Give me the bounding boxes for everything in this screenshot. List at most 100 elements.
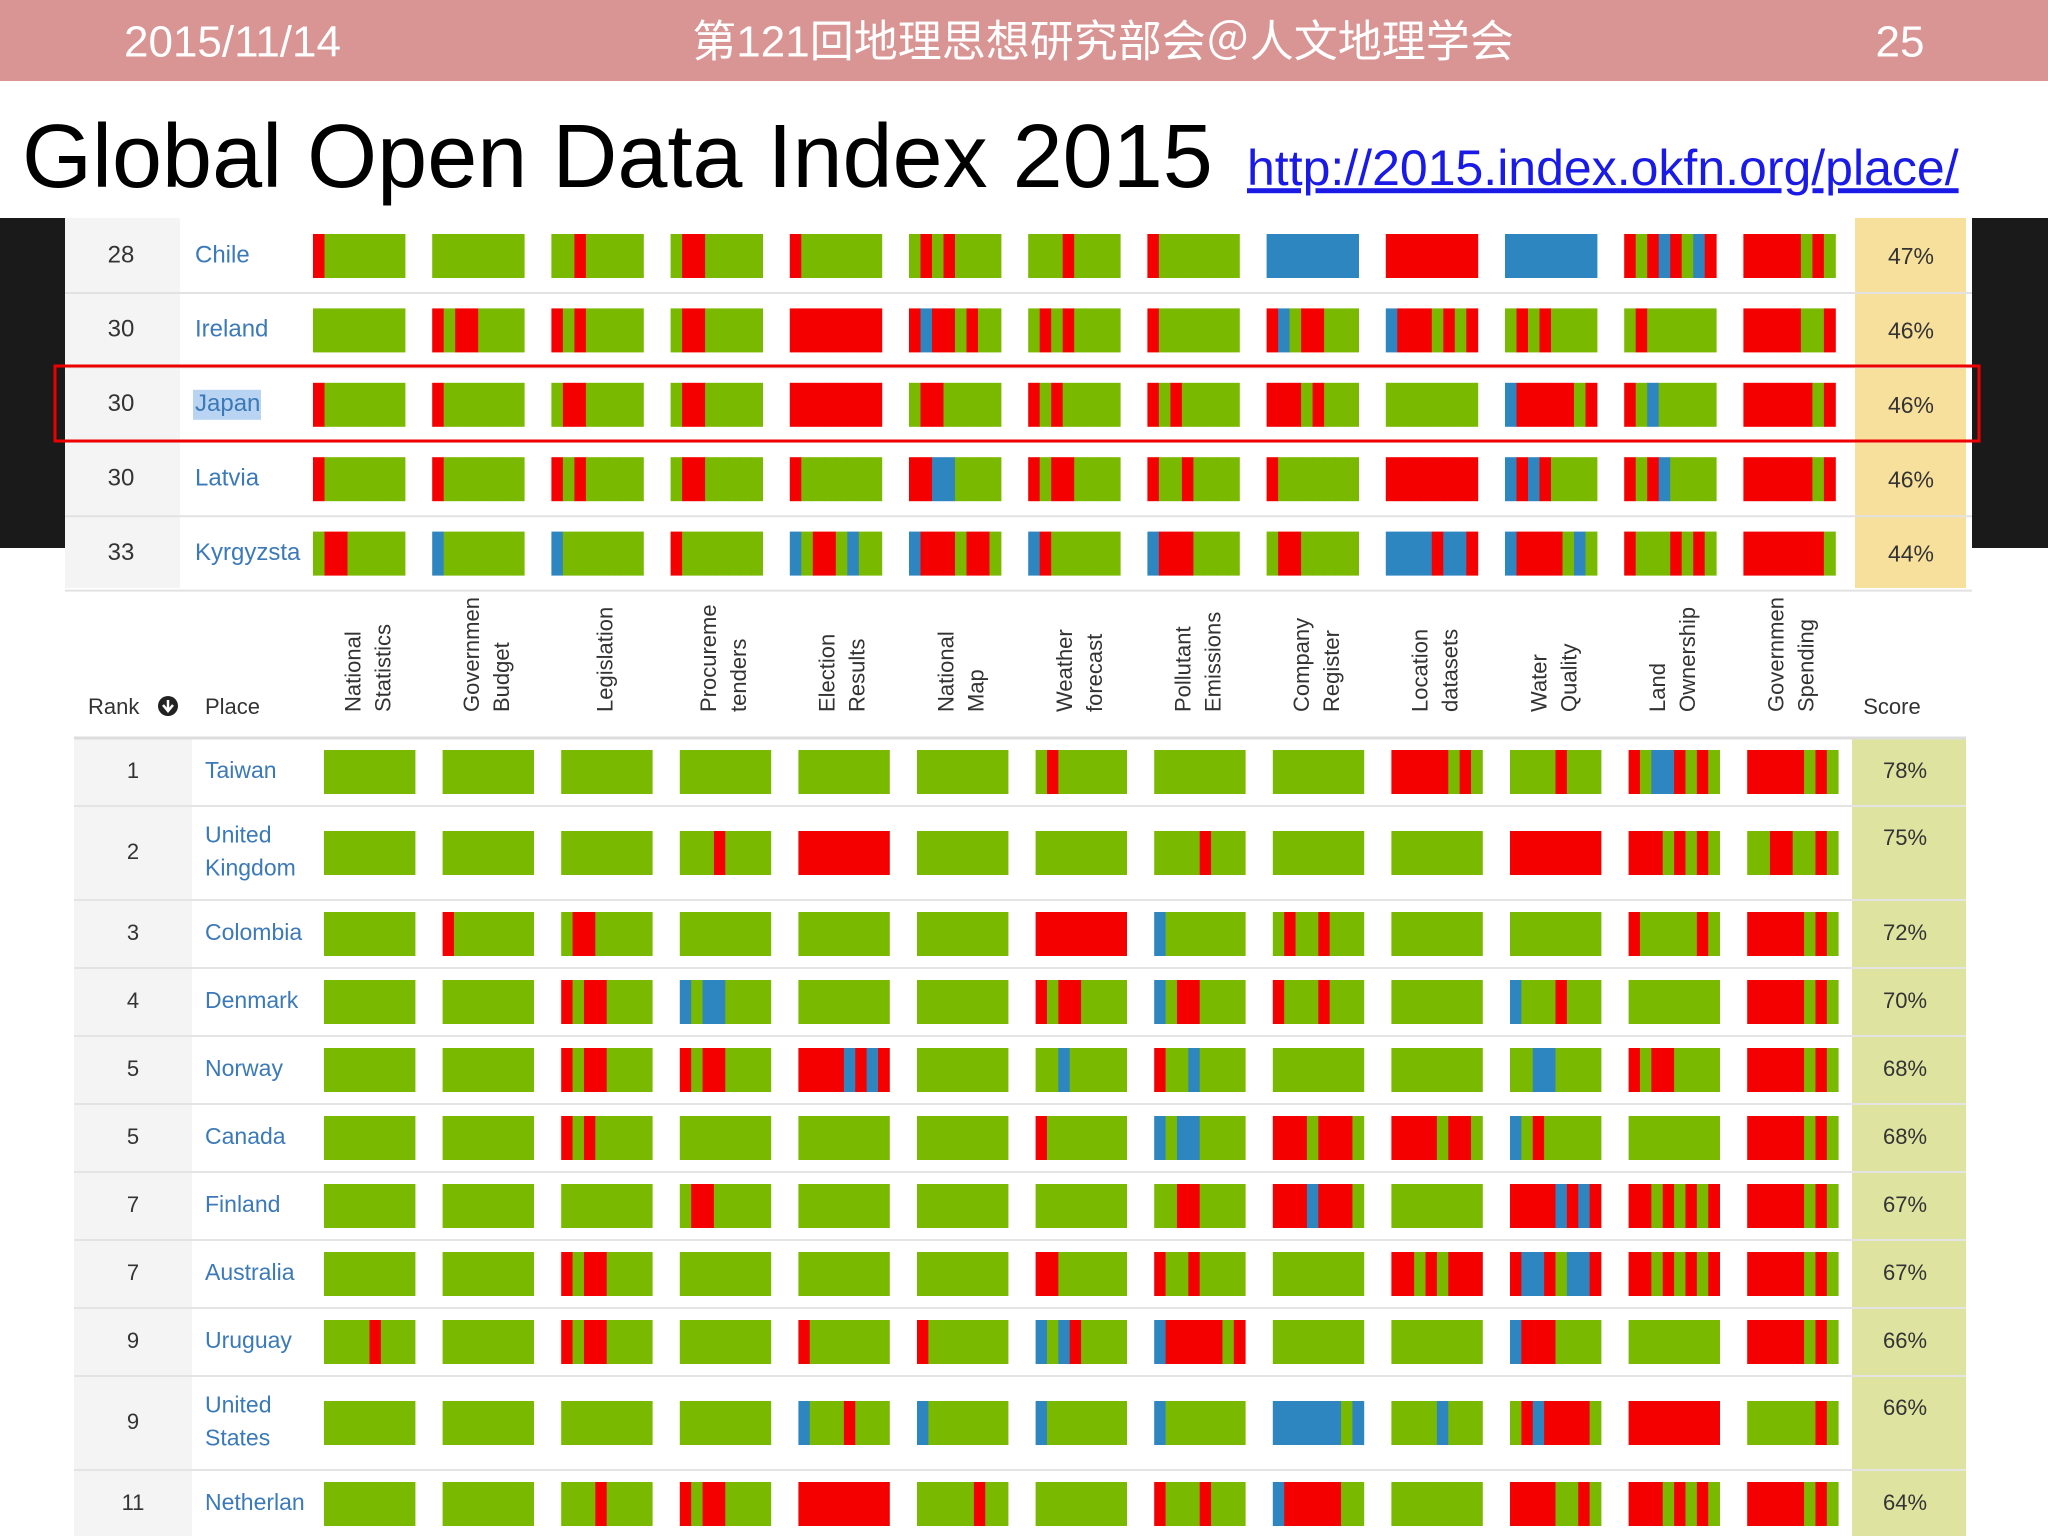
- cell-segment: [620, 457, 633, 502]
- cell-segment: [1454, 382, 1467, 427]
- cell-segment: [973, 980, 986, 1024]
- cell-segment: [798, 980, 811, 1024]
- cell-segment: [932, 382, 944, 427]
- column-header: Election: [815, 634, 840, 712]
- cell-segment: [1329, 1401, 1342, 1445]
- cell-segment: [465, 1116, 478, 1160]
- cell-segment: [1035, 1116, 1048, 1160]
- cell-segment: [313, 234, 325, 278]
- cell-segment: [1704, 531, 1717, 576]
- cell-segment: [1639, 980, 1652, 1024]
- cell-segment: [347, 308, 360, 353]
- cell-segment: [1781, 750, 1794, 794]
- cell-segment: [1521, 1116, 1534, 1160]
- cell-segment: [392, 912, 405, 956]
- cell-segment: [759, 1116, 772, 1160]
- cell-segment: [966, 308, 979, 353]
- cell-segment: [751, 531, 763, 576]
- cell-segment: [380, 750, 393, 794]
- cell-segment: [1781, 1320, 1794, 1364]
- cell-segment: [618, 1401, 630, 1445]
- cell-segment: [1635, 531, 1648, 576]
- cell-segment: [488, 912, 500, 956]
- cell-segment: [716, 308, 729, 353]
- cell-segment: [1566, 1184, 1579, 1228]
- cell-segment: [1792, 912, 1805, 956]
- cell-segment: [465, 831, 478, 875]
- cell-segment: [736, 1252, 749, 1296]
- cell-segment: [855, 1048, 868, 1092]
- cell-segment: [1284, 831, 1296, 875]
- cell-segment: [1154, 912, 1166, 956]
- cell-segment: [1674, 1482, 1686, 1526]
- cell-segment: [847, 531, 860, 576]
- cell-segment: [1199, 912, 1212, 956]
- cell-segment: [393, 531, 406, 576]
- cell-segment: [1425, 750, 1438, 794]
- cell-segment: [973, 1401, 986, 1445]
- cell-segment: [403, 750, 416, 794]
- cell-segment: [324, 980, 336, 1024]
- cell-segment: [1301, 457, 1313, 502]
- cell-segment: [606, 1482, 619, 1526]
- cell-segment: [962, 912, 975, 956]
- cell-segment: [1781, 1401, 1794, 1445]
- cell-segment: [1301, 382, 1313, 427]
- cell-segment: [928, 1116, 941, 1160]
- cell-segment: [1402, 980, 1415, 1024]
- cell-segment: [583, 750, 596, 794]
- cell-segment: [335, 1401, 348, 1445]
- cell-segment: [858, 234, 871, 278]
- cell-segment: [716, 457, 729, 502]
- cell-segment: [620, 531, 633, 576]
- cell-segment: [1589, 980, 1602, 1024]
- cell-segment: [789, 531, 802, 576]
- cell-segment: [1628, 1482, 1641, 1526]
- cell-segment: [640, 750, 653, 794]
- cell-segment: [476, 1482, 489, 1526]
- cell-segment: [1662, 1184, 1675, 1228]
- cell-segment: [1436, 912, 1449, 956]
- cell-segment: [909, 531, 921, 576]
- cell-segment: [499, 1116, 512, 1160]
- cell-segment: [1471, 912, 1483, 956]
- cell-segment: [1758, 980, 1771, 1024]
- cell-segment: [324, 831, 336, 875]
- url-link[interactable]: http://2015.index.okfn.org/place/: [1247, 140, 1959, 196]
- cell-segment: [1092, 912, 1105, 956]
- cell-segment: [1681, 457, 1694, 502]
- cell-segment: [917, 1482, 929, 1526]
- cell-segment: [702, 980, 715, 1024]
- cell-segment: [336, 308, 348, 353]
- cell-segment: [1471, 831, 1483, 875]
- cell-segment: [1414, 912, 1426, 956]
- cell-segment: [1704, 308, 1717, 353]
- cell-segment: [702, 1116, 715, 1160]
- cell-segment: [725, 1482, 738, 1526]
- cell-segment: [1781, 1184, 1794, 1228]
- cell-segment: [1708, 1401, 1720, 1445]
- cell-segment: [943, 308, 956, 353]
- cell-segment: [1544, 750, 1556, 794]
- cell-segment: [1815, 831, 1828, 875]
- cell-segment: [739, 531, 752, 576]
- cell-segment: [561, 1482, 573, 1526]
- cell-segment: [1272, 1116, 1285, 1160]
- cell-segment: [1685, 912, 1698, 956]
- cell-segment: [928, 1048, 941, 1092]
- cell-segment: [1295, 1320, 1308, 1364]
- cell-segment: [1420, 531, 1433, 576]
- place: States: [205, 1425, 270, 1451]
- cell-segment: [370, 457, 383, 502]
- cell-segment: [702, 912, 715, 956]
- cell-segment: [1204, 308, 1217, 353]
- cell-segment: [1115, 831, 1127, 875]
- cell-segment: [335, 1048, 348, 1092]
- rank: 3: [127, 920, 139, 945]
- cell-segment: [1826, 1320, 1839, 1364]
- cell-segment: [618, 1184, 630, 1228]
- cell-segment: [1181, 457, 1194, 502]
- score: 68%: [1883, 1056, 1927, 1081]
- cell-segment: [1147, 308, 1160, 353]
- cell-segment: [932, 308, 944, 353]
